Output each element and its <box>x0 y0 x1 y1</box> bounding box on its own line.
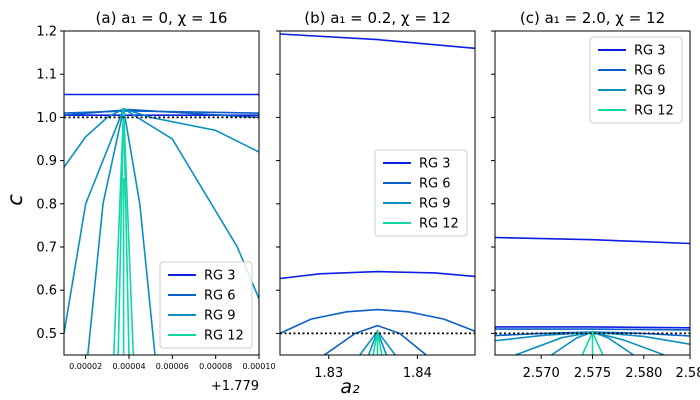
y-tick-label: 0.6 <box>36 284 57 299</box>
x-tick-label: 1.84 <box>403 366 432 381</box>
legend-label: RG 3 <box>204 269 236 284</box>
y-tick-label: 1.2 <box>36 25 57 40</box>
x-tick-label: 0.00006 <box>156 362 189 371</box>
x-tick-label: 0.00010 <box>242 362 275 371</box>
legend-label: RG 12 <box>419 217 459 232</box>
legend-label: RG 9 <box>204 309 236 324</box>
legend-label: RG 6 <box>634 64 666 79</box>
panel-b-title: (b) a₁ = 0.2, χ = 12 <box>304 9 451 27</box>
y-tick-label: 0.8 <box>36 197 57 212</box>
panel-c: (c) a₁ = 2.0, χ = 12 2.570 2.575 2.580 2.58… <box>491 9 700 381</box>
series-line-rg-6 <box>64 108 259 119</box>
y-tick-label: 1.1 <box>36 68 57 83</box>
series-line-rg-12 <box>117 108 130 355</box>
panel-b-frame <box>279 30 476 356</box>
x-tick-label: 2.580 <box>625 366 662 381</box>
panel-c-ticks: 2.570 2.575 2.580 2.58 <box>491 30 700 381</box>
legend-label: RG 12 <box>204 329 244 344</box>
series-line-rg-3 <box>280 270 475 280</box>
series-line-rg-6 <box>495 328 690 331</box>
panel-b-legend: RG 3 RG 6 RG 9 RG 12 <box>374 149 468 237</box>
panel-a-ticks: 0.5 0.6 0.7 0.8 0.9 1.0 1.1 1.2 0.00002 0.00004 0.… <box>36 25 275 372</box>
series-line-rg-9 <box>64 107 259 334</box>
y-tick-label: 0.5 <box>36 327 57 342</box>
legend-box <box>374 149 468 237</box>
panel-a-x-offset: +1.779 <box>211 379 259 394</box>
panel-b: (b) a₁ = 0.2, χ = 12 a₂ 1.83 1.84 RG 3RG … <box>276 9 476 398</box>
legend-label: RG 9 <box>419 197 451 212</box>
x-tick-label: 2.575 <box>574 366 611 381</box>
series-line-rg-6 <box>323 324 427 355</box>
x-tick-label: 0.00004 <box>112 362 145 371</box>
panel-a: (a) a₁ = 0, χ = 16 c +1.779 0.5 0.6 0.7 0.8… <box>3 9 276 394</box>
y-axis-label: c <box>3 194 27 206</box>
panel-c-legend: RG 3 RG 6 RG 9 RG 12 <box>589 36 683 124</box>
legend-label: RG 9 <box>634 84 666 99</box>
legend-label: RG 3 <box>419 157 451 172</box>
panel-b-lines <box>280 33 475 355</box>
panel-c-lines <box>495 236 690 355</box>
y-tick-label: 0.9 <box>36 154 57 169</box>
legend-box <box>159 261 253 349</box>
series-line-rg-9 <box>64 107 259 168</box>
series-line-rg-3 <box>495 326 690 329</box>
x-tick-label: 1.83 <box>314 366 343 381</box>
legend-label: RG 6 <box>419 177 451 192</box>
x-tick-label: 2.58 <box>676 366 700 381</box>
y-tick-label: 1.0 <box>36 111 57 126</box>
legend-box <box>589 36 683 124</box>
x-axis-label: a₂ <box>340 376 360 398</box>
panel-a-legend: RG 3 RG 6 RG 9 RG 12 <box>159 261 253 349</box>
legend-label: RG 3 <box>634 44 666 59</box>
panel-a-title: (a) a₁ = 0, χ = 16 <box>96 9 228 27</box>
y-tick-label: 0.7 <box>36 241 57 256</box>
series-line-rg-3 <box>495 236 690 245</box>
panel-a-lines <box>64 93 259 355</box>
x-tick-label: 0.00008 <box>199 362 232 371</box>
panel-a-frame <box>63 30 260 356</box>
x-tick-label: 2.570 <box>523 366 560 381</box>
series-line-rg-6 <box>280 308 475 335</box>
legend-label: RG 6 <box>204 289 236 304</box>
legend-label: RG 12 <box>634 104 674 119</box>
series-line-rg-3 <box>280 33 475 50</box>
panel-b-ticks: 1.83 1.84 <box>276 30 432 381</box>
panel-c-title: (c) a₁ = 2.0, χ = 12 <box>520 9 665 27</box>
x-tick-label: 0.00002 <box>69 362 102 371</box>
